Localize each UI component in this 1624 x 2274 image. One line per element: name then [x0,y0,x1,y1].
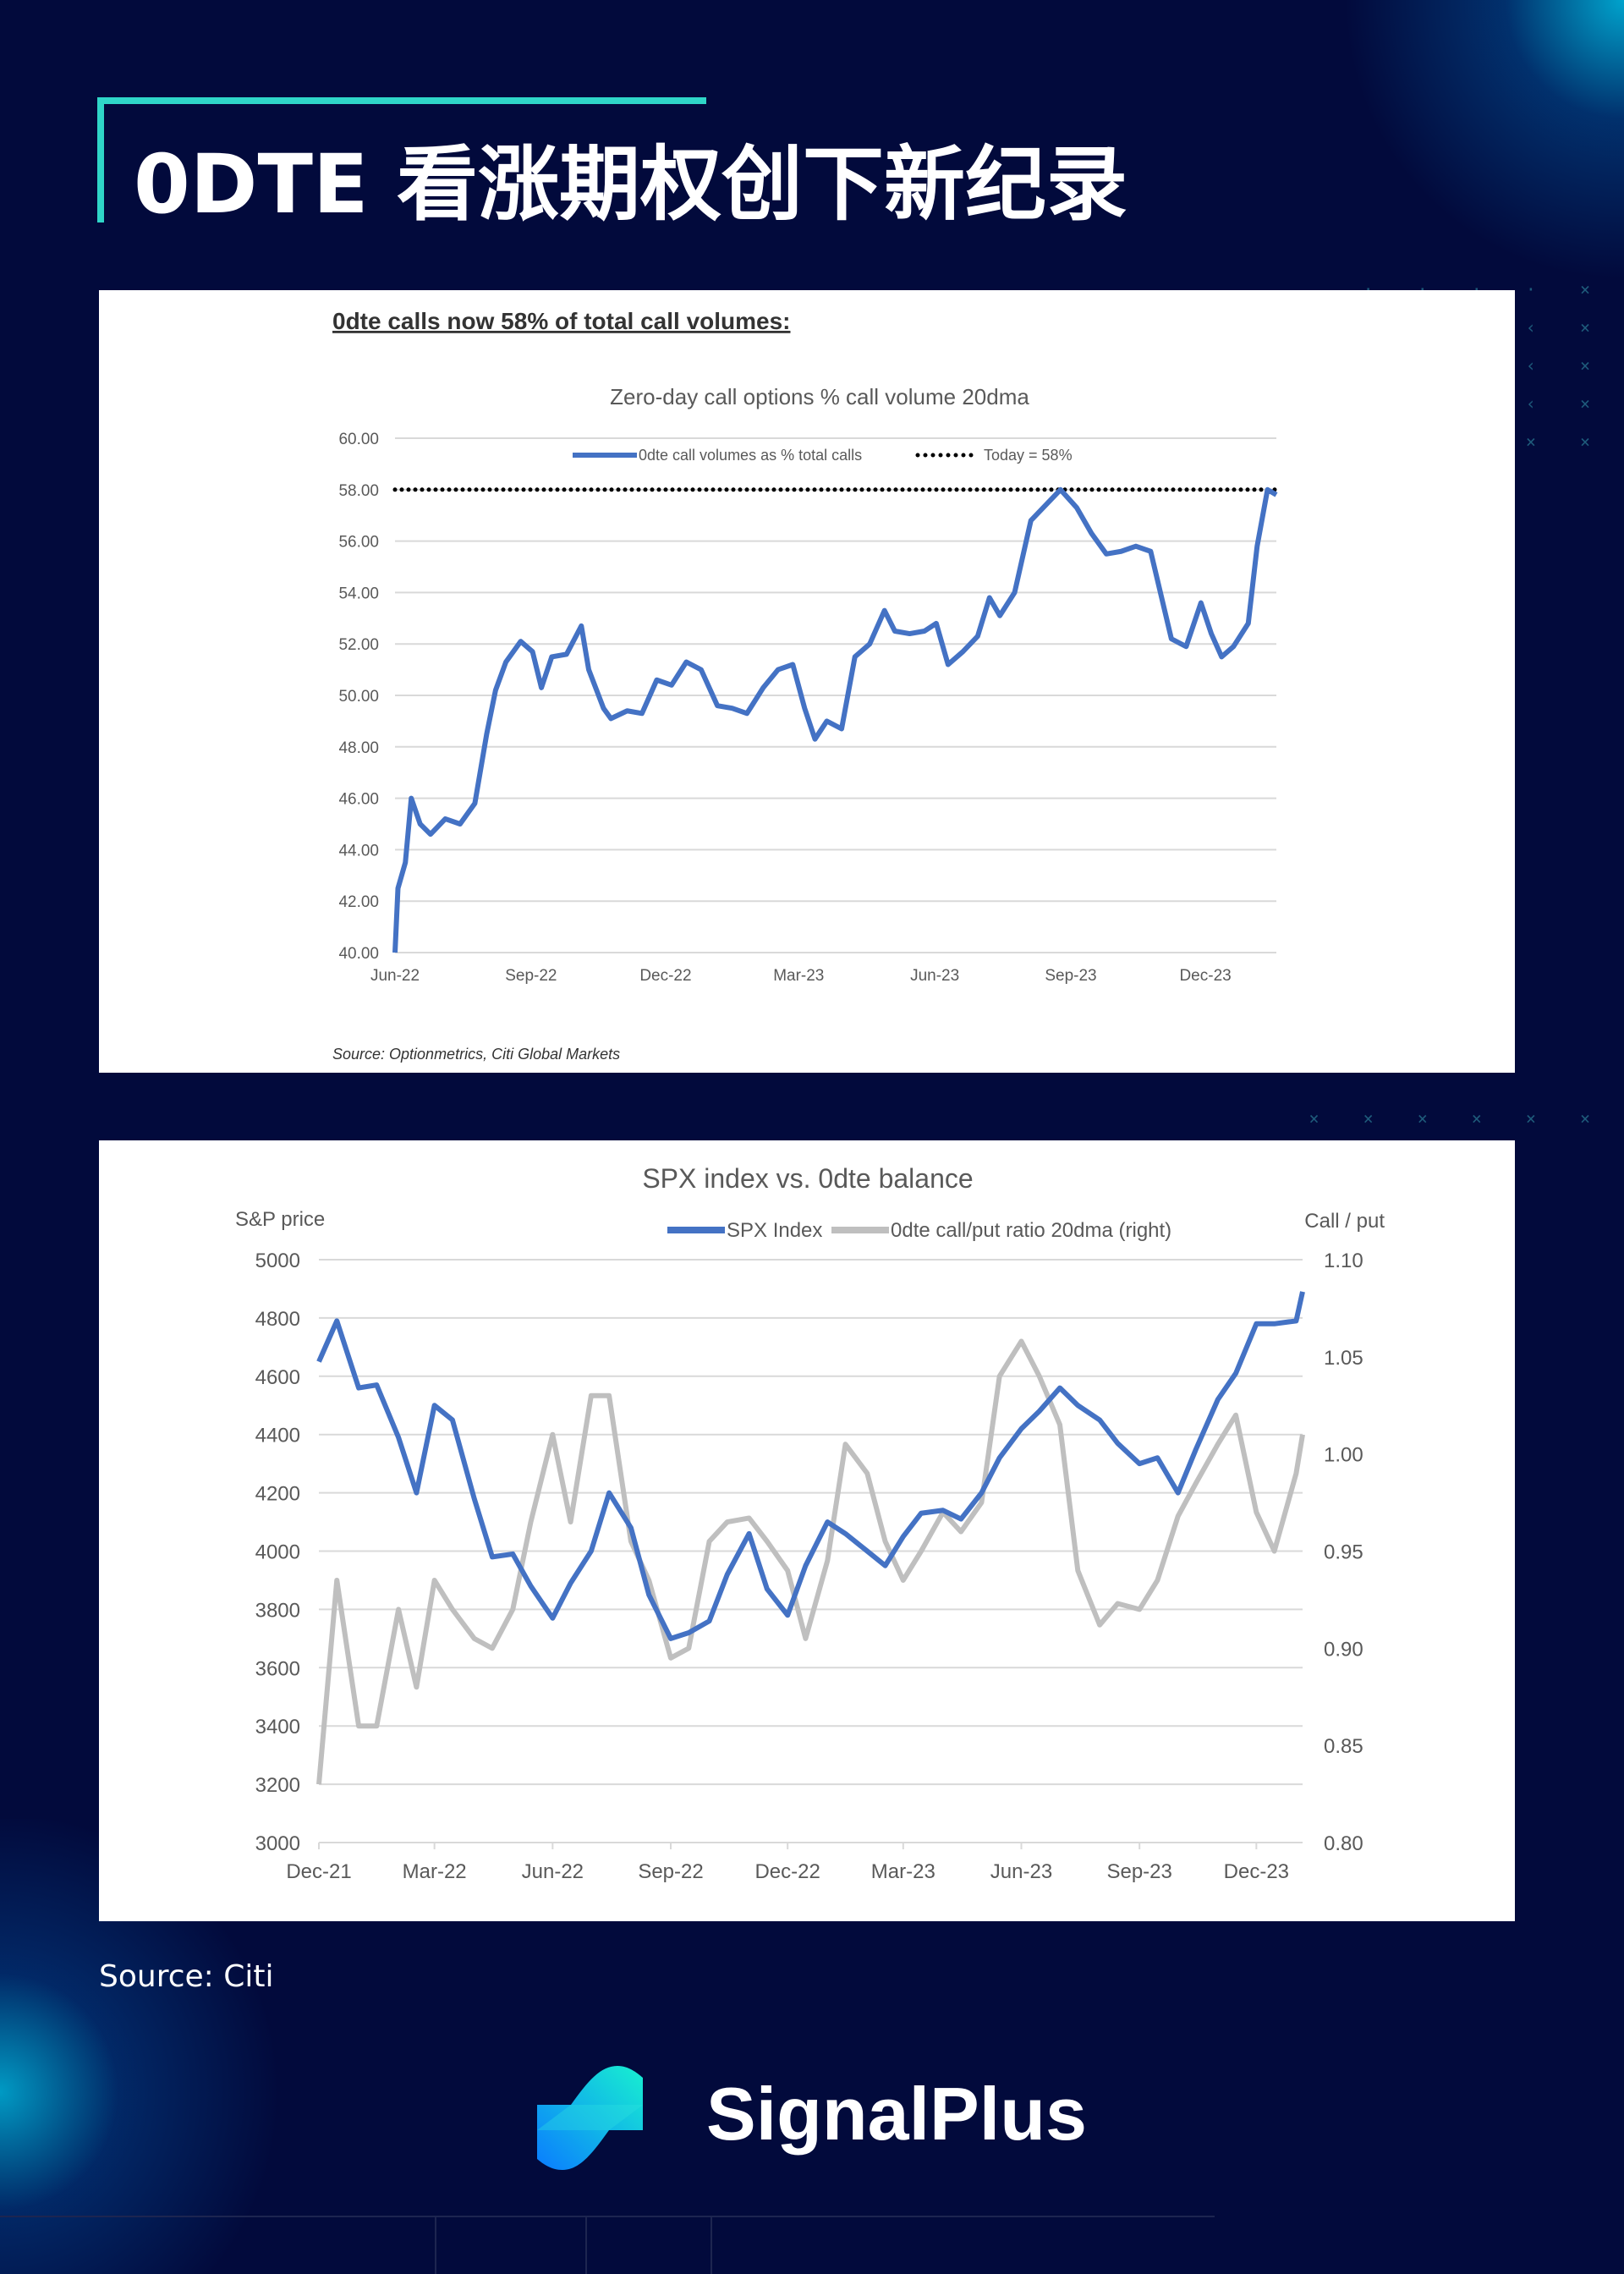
legend-label-ratio: 0dte call/put ratio 20dma (right) [891,1219,1171,1242]
y-tick-label-left: 3600 [255,1657,300,1680]
y-tick-label: 46.00 [338,791,379,809]
x-tick-label: Dec-22 [639,967,691,985]
y-tick-label: 56.00 [338,534,379,552]
x-tick-label: Mar-23 [871,1860,935,1883]
y-tick-label: 42.00 [338,893,379,911]
y-tick-label: 40.00 [338,945,379,963]
y-tick-label: 52.00 [338,636,379,654]
x-tick-label: Dec-21 [286,1860,351,1883]
y-tick-label-right: 0.80 [1324,1832,1363,1855]
y-tick-label: 48.00 [338,739,379,757]
y-tick-label-right: 1.10 [1324,1250,1363,1272]
footer-divider [585,2216,587,2274]
title-accent-line [97,97,706,104]
brand-name: SignalPlus [706,2072,1087,2156]
y-tick-label: 58.00 [338,482,379,500]
x-tick-label: Sep-22 [638,1860,703,1883]
y-tick-label: 54.00 [338,585,379,602]
legend-label-reference: Today = 58% [984,447,1073,464]
x-tick-label: Jun-22 [370,967,420,985]
y-tick-label-left: 3400 [255,1716,300,1738]
legend-label-spx: SPX Index [727,1219,822,1242]
y-axis-right-label: Call / put [1304,1210,1385,1233]
x-tick-label: Mar-22 [403,1860,467,1883]
y-tick-label-right: 1.00 [1324,1444,1363,1467]
footer-divider [710,2216,712,2274]
chart-title: SPX index vs. 0dte balance [642,1163,973,1194]
x-tick-label: Dec-23 [1179,967,1231,985]
y-tick-label-left: 4800 [255,1308,300,1331]
series-line-spx [316,1291,1305,1641]
chart-card-0dte-share: 0dte calls now 58% of total call volumes… [99,290,1515,1073]
x-tick-label: Sep-23 [1106,1860,1171,1883]
y-tick-label-right: 0.90 [1324,1638,1363,1661]
y-tick-label-right: 0.85 [1324,1735,1363,1758]
series-line-0dte-share [392,486,1278,953]
chart-0dte-share: 0dte calls now 58% of total call volumes… [332,308,1279,1063]
x-tick-label: Dec-23 [1224,1860,1289,1883]
signalplus-logo-icon [537,2066,643,2170]
chart-headline: 0dte calls now 58% of total call volumes… [332,308,791,334]
y-tick-label-left: 5000 [255,1250,300,1272]
y-tick-label-left: 4000 [255,1541,300,1564]
y-tick-label-left: 3000 [255,1832,300,1855]
footer-divider [0,2216,1215,2217]
x-tick-label: Jun-22 [522,1860,584,1883]
chart-title: Zero-day call options % call volume 20dm… [610,384,1029,409]
page-title: 0DTE 看涨期权创下新纪录 [134,137,1127,232]
source-note: Source: Citi [99,1959,274,1994]
y-tick-label-left: 4200 [255,1483,300,1506]
x-tick-label: Dec-22 [754,1860,820,1883]
x-tick-label: Mar-23 [773,967,824,985]
y-tick-label-right: 1.05 [1324,1347,1363,1370]
y-tick-label: 50.00 [338,688,379,706]
decorative-pattern: × × × × × × [1309,1108,1607,1129]
x-tick-label: Sep-23 [1045,967,1096,985]
chart-spx-vs-0dte: SPX index vs. 0dte balance S&P price Call … [235,1163,1385,1883]
x-tick-label: Jun-23 [990,1860,1052,1883]
footer-divider [435,2216,436,2274]
title-accent-bar [97,97,104,222]
y-tick-label-left: 4400 [255,1425,300,1447]
legend-label-series: 0dte call volumes as % total calls [639,447,862,464]
y-axis-left-label: S&P price [235,1208,325,1231]
y-tick-label-right: 0.95 [1324,1541,1363,1564]
series-line-call-put-ratio [316,1338,1305,1785]
y-tick-label-left: 3200 [255,1774,300,1797]
x-tick-label: Sep-22 [505,967,557,985]
y-tick-label-left: 3800 [255,1599,300,1622]
chart-card-spx-vs-0dte: SPX index vs. 0dte balance S&P price Call … [99,1140,1515,1921]
x-tick-label: Jun-23 [910,967,959,985]
y-tick-label: 60.00 [338,431,379,448]
y-tick-label: 44.00 [338,842,379,860]
y-tick-label-left: 4600 [255,1366,300,1389]
chart-source: Source: Optionmetrics, Citi Global Marke… [332,1046,620,1063]
